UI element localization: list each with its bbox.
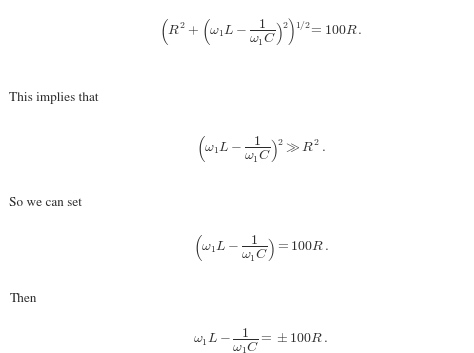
Text: So we can set: So we can set xyxy=(9,198,82,209)
Text: $\left(R^2+\left(\omega_1 L-\dfrac{1}{\omega_1 C}\right)^{\!2}\right)^{\!1/2}\!=: $\left(R^2+\left(\omega_1 L-\dfrac{1}{\o… xyxy=(159,16,362,47)
Text: This implies that: This implies that xyxy=(9,92,99,104)
Text: $\left(\omega_1 L-\dfrac{1}{\omega_1 C}\right)^{\!2}\gg R^2\,.$: $\left(\omega_1 L-\dfrac{1}{\omega_1 C}\… xyxy=(196,134,326,164)
Text: $\left(\omega_1 L-\dfrac{1}{\omega_1 C}\right)=100R\,.$: $\left(\omega_1 L-\dfrac{1}{\omega_1 C}\… xyxy=(193,233,328,263)
Text: $\omega_1 L-\dfrac{1}{\omega_1 C}=\pm100R\,.$: $\omega_1 L-\dfrac{1}{\omega_1 C}=\pm100… xyxy=(193,327,328,353)
Text: Then: Then xyxy=(9,293,37,305)
